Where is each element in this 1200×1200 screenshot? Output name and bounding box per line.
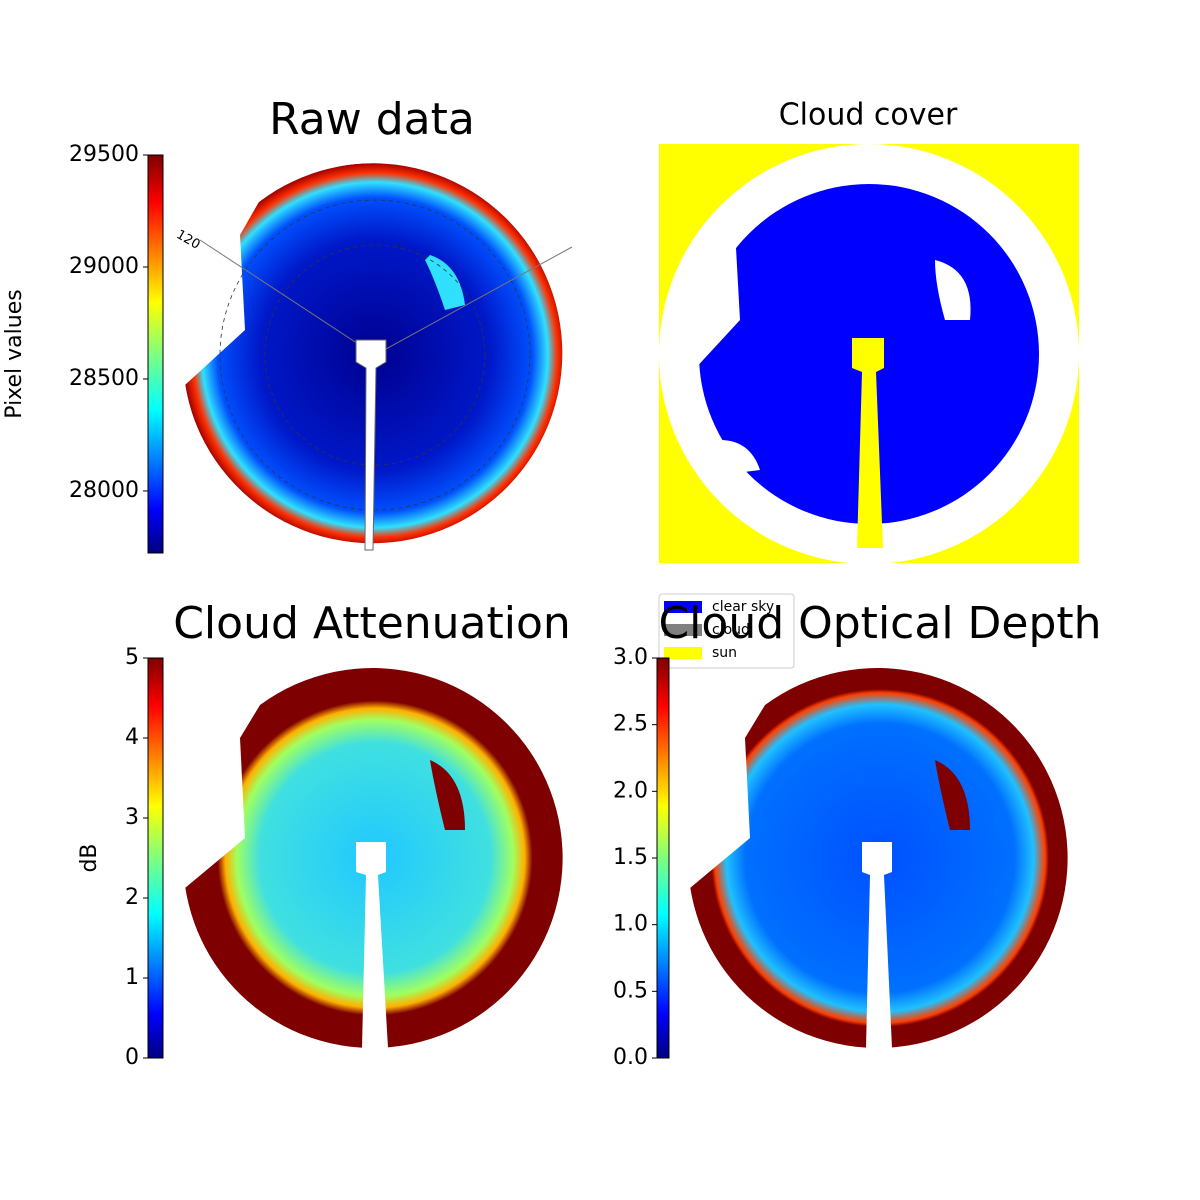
- colorbar: [656, 657, 670, 1059]
- colorbar-tick-label: 1.0: [613, 912, 648, 937]
- colorbar-tick-label: 1: [125, 965, 139, 990]
- panel-title: Cloud cover: [779, 98, 958, 133]
- colorbar-tick-label: 28000: [69, 478, 139, 503]
- polar-axis: [374, 246, 573, 356]
- panel-title: Raw data: [269, 94, 475, 145]
- polar-axis: [199, 239, 376, 356]
- colorbar-tick-label: 2: [125, 885, 139, 910]
- polar-grid: [219, 199, 531, 511]
- colorbar-tick-label: 29500: [69, 142, 139, 167]
- sun-mask: [852, 338, 884, 548]
- pole: [862, 842, 892, 1048]
- colorbar-label: dB: [77, 843, 102, 872]
- legend-swatch: [664, 624, 702, 636]
- legend-swatch: [664, 647, 702, 659]
- panel-title: Cloud Optical Depth: [658, 598, 1101, 649]
- pole: [355, 339, 387, 551]
- polar-grid: [264, 244, 486, 466]
- legend-swatch: [664, 601, 702, 613]
- colorbar: [147, 657, 164, 1059]
- colorbar-tick-label: 2.5: [613, 712, 648, 737]
- colorbar-tick-label: 5: [125, 645, 139, 670]
- colorbar-tick-label: 0.0: [613, 1045, 648, 1070]
- colorbar-label: Pixel values: [2, 289, 27, 418]
- colorbar-tick-label: 4: [125, 725, 139, 750]
- colorbar-tick-label: 1.5: [613, 845, 648, 870]
- legend-label: sun: [712, 645, 737, 661]
- colorbar-tick-label: 28500: [69, 366, 139, 391]
- colorbar: [147, 154, 164, 554]
- colorbar-tick-label: 3: [125, 805, 139, 830]
- colorbar-tick-label: 29000: [69, 254, 139, 279]
- colorbar-tick-label: 0: [125, 1045, 139, 1070]
- colorbar-tick-label: 3.0: [613, 645, 648, 670]
- panel-title: Cloud Attenuation: [173, 598, 571, 649]
- annotation: 120: [173, 227, 202, 252]
- legend-label: cloud: [712, 622, 750, 638]
- pole: [356, 842, 388, 1048]
- colorbar-tick-label: 0.5: [613, 978, 648, 1003]
- legend-label: clear sky: [712, 599, 774, 615]
- colorbar-tick-label: 2.0: [613, 778, 648, 803]
